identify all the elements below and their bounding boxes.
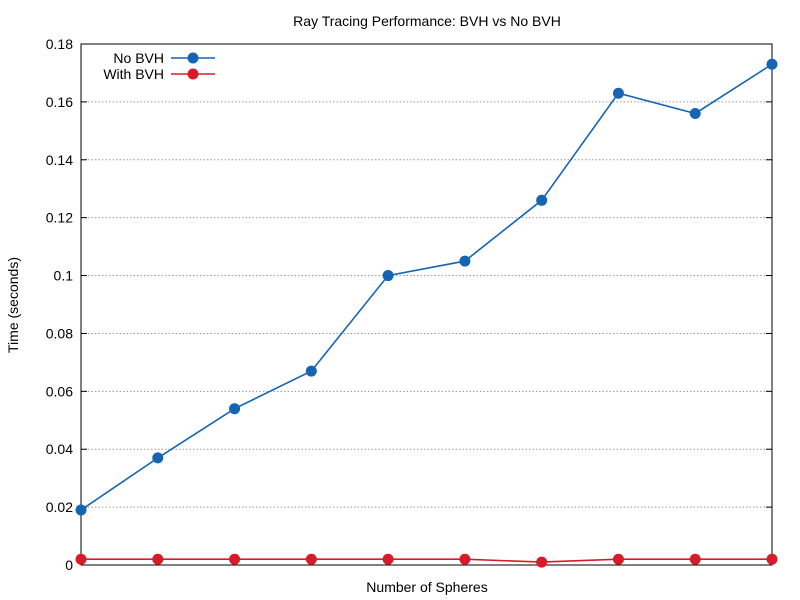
legend-label: With BVH (103, 66, 164, 82)
data-point (75, 553, 87, 565)
y-tick-label: 0.14 (46, 152, 73, 168)
data-point (459, 553, 471, 565)
data-point (612, 553, 624, 565)
data-point (766, 58, 778, 70)
y-tick-label: 0.02 (46, 499, 73, 515)
grid-lines (81, 101, 772, 508)
data-point (152, 452, 164, 464)
legend-marker (187, 68, 199, 80)
y-tick-label: 0.08 (46, 325, 73, 341)
data-point (305, 365, 317, 377)
data-point (459, 255, 471, 267)
data-point (382, 553, 394, 565)
y-tick-label: 0.04 (46, 441, 73, 457)
data-point (612, 87, 624, 99)
y-tick-label: 0.1 (54, 268, 74, 284)
data-point (536, 194, 548, 206)
series-1 (75, 553, 778, 568)
y-tick-label: 0.16 (46, 94, 73, 110)
series-layer (75, 58, 778, 568)
data-point (305, 553, 317, 565)
y-tick-label: 0.06 (46, 383, 73, 399)
x-axis-label: Number of Spheres (366, 579, 487, 595)
legend-marker (187, 52, 199, 64)
chart-title: Ray Tracing Performance: BVH vs No BVH (293, 13, 561, 29)
y-axis: 0 0.02 0.04 0.06 0.08 0.1 0.12 0.14 0.16 0.18 (46, 36, 772, 573)
y-tick-label: 0.18 (46, 36, 73, 52)
data-point (689, 553, 701, 565)
y-tick-label: 0.12 (46, 210, 73, 226)
data-point (152, 553, 164, 565)
series-0 (75, 58, 778, 516)
y-tick-label: 0 (65, 557, 73, 573)
y-axis-label: Time (seconds) (5, 257, 21, 353)
data-point (75, 504, 87, 516)
series-line (80, 63, 773, 511)
data-point (229, 403, 241, 415)
plot-frame (80, 43, 773, 566)
series-line (81, 558, 772, 563)
data-point (536, 556, 548, 568)
data-point (689, 107, 701, 119)
legend-label: No BVH (113, 50, 164, 66)
data-point (229, 553, 241, 565)
data-point (382, 270, 394, 282)
data-point (766, 553, 778, 565)
